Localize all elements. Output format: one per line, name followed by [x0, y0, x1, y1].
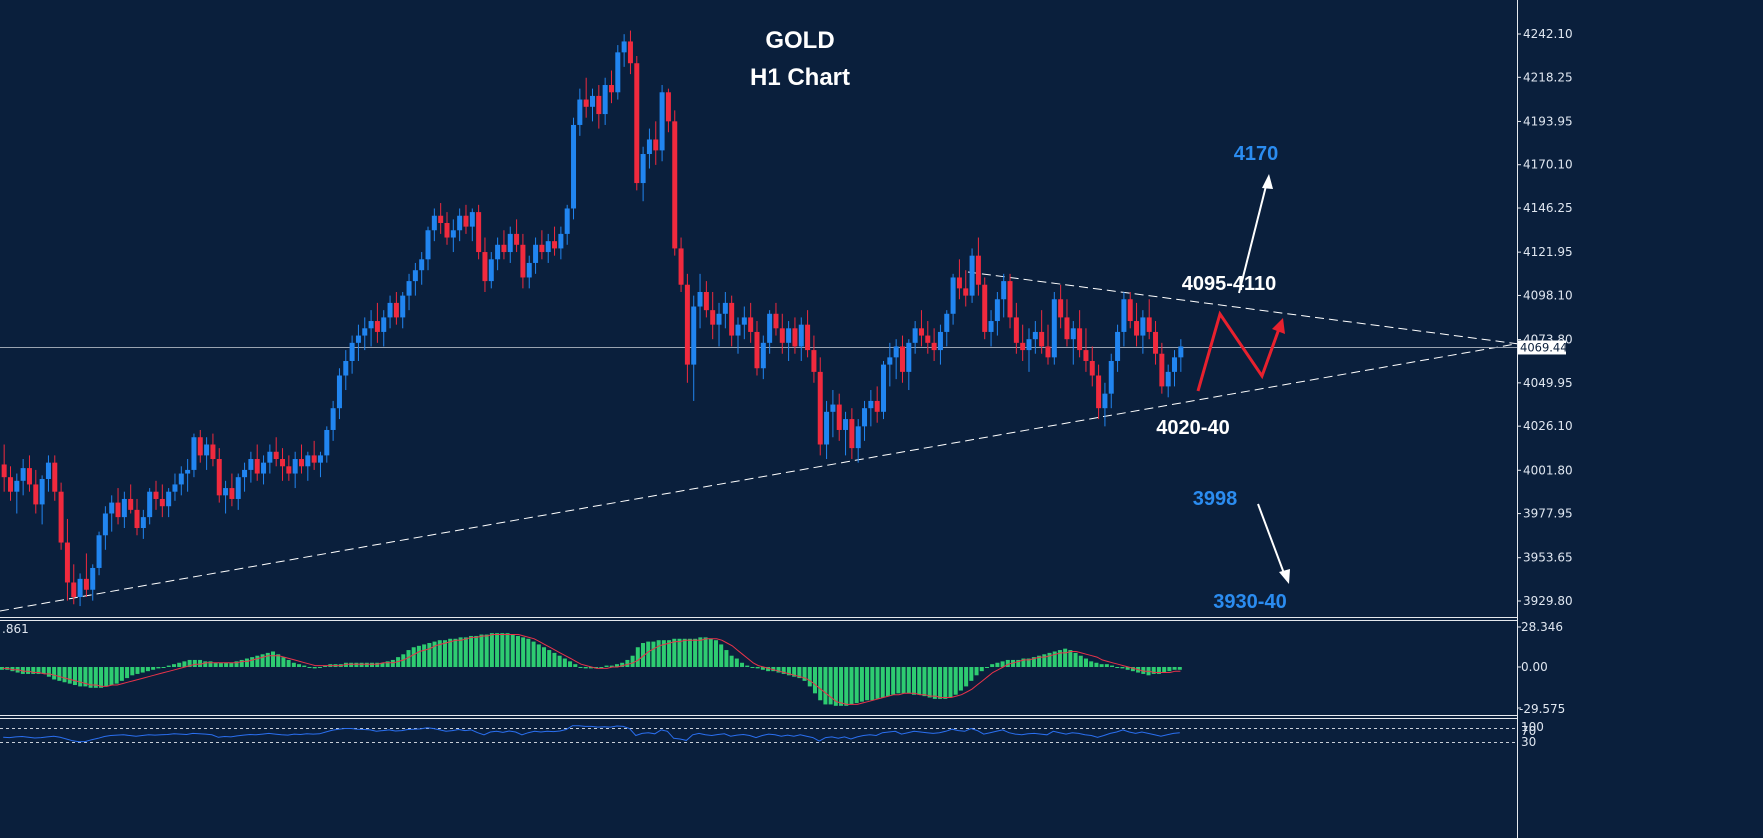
macd-signal-line	[2, 634, 1181, 705]
pane-separators	[0, 617, 1517, 719]
annotations: GOLD H1 Chart 4170 4095-4110 4020-40 399…	[750, 27, 1287, 613]
rsi-tick-100: 100	[1521, 720, 1544, 734]
rsi-tick-30: 30	[1521, 735, 1536, 749]
macd-pane: .861	[0, 622, 1182, 706]
current-price-value: 4069.44	[1520, 340, 1568, 354]
down-arrow-icon	[1257, 503, 1286, 577]
macd-value-label: .861	[2, 622, 29, 636]
price-axis-ticks: 4242.10 4218.25 4193.95 4170.10 4146.25 4121.…	[1517, 27, 1573, 608]
rsi-tick-70: 70	[1521, 724, 1536, 738]
resistance-label: 4095-4110	[1182, 273, 1277, 295]
trendlines	[0, 271, 1518, 612]
macd-tick-zero: 0.00	[1521, 660, 1548, 674]
price-tick: 4146.25	[1523, 201, 1573, 215]
projection-path	[1196, 310, 1285, 392]
price-pane: GOLD H1 Chart 4170 4095-4110 4020-40 399…	[0, 27, 1518, 613]
macd-axis-ticks: 28.346 0.00 -29.575	[1517, 620, 1565, 716]
price-tick: 4098.10	[1523, 288, 1573, 302]
chart-subtitle: H1 Chart	[750, 64, 850, 91]
rsi-axis-ticks: 100 70 30	[1521, 720, 1544, 749]
price-tick: 3929.80	[1523, 594, 1573, 608]
price-tick: 3953.65	[1523, 551, 1573, 565]
price-tick: 4049.95	[1523, 376, 1573, 390]
price-tick: 4242.10	[1523, 27, 1573, 41]
macd-tick-min: -29.575	[1519, 702, 1565, 716]
up-arrow-icon	[1238, 181, 1268, 294]
target-down-1-label: 3998	[1193, 488, 1238, 510]
price-tick: 3977.95	[1523, 507, 1573, 521]
price-tick: 4218.25	[1523, 70, 1573, 84]
rsi-pane	[0, 725, 1517, 743]
macd-histogram	[0, 633, 1182, 706]
macd-tick-max: 28.346	[1521, 620, 1563, 634]
price-tick: 4121.95	[1523, 245, 1573, 259]
price-tick: 4001.80	[1523, 463, 1573, 477]
price-tick: 4170.10	[1523, 158, 1573, 172]
support-trendline[interactable]	[0, 343, 1518, 612]
arrows	[1238, 174, 1290, 584]
chart-title: GOLD	[765, 27, 834, 54]
current-price-tag: 4069.44	[1518, 340, 1568, 355]
target-up-label: 4170	[1234, 143, 1279, 165]
price-tick: 4026.10	[1523, 419, 1573, 433]
price-axis[interactable]: 4242.10 4218.25 4193.95 4170.10 4146.25 4121.…	[1517, 0, 1573, 838]
target-down-2-label: 3930-40	[1213, 591, 1286, 613]
support-label: 4020-40	[1156, 417, 1229, 439]
candlesticks	[1, 30, 1184, 607]
price-tick: 4193.95	[1523, 114, 1573, 128]
rsi-line	[3, 725, 1180, 743]
resistance-trendline[interactable]	[967, 271, 1518, 345]
